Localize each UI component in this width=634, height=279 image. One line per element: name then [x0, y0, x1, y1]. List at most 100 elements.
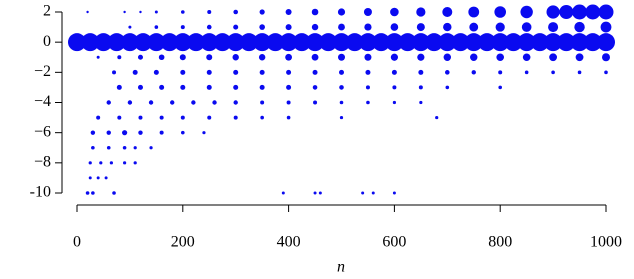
point [604, 70, 608, 75]
x-tick-label: 200 [171, 234, 195, 251]
point [86, 10, 89, 14]
point [212, 100, 217, 105]
point [206, 84, 212, 90]
point [286, 115, 291, 120]
point [285, 24, 292, 31]
point [159, 115, 164, 120]
point [332, 33, 351, 52]
point [443, 22, 452, 32]
point [181, 10, 185, 14]
x-axis-label: n [337, 259, 345, 276]
point [285, 53, 292, 61]
point [366, 100, 370, 105]
point [385, 33, 404, 52]
point [117, 55, 122, 60]
point [202, 131, 206, 135]
point [313, 191, 317, 195]
point [107, 33, 126, 52]
point [364, 53, 372, 61]
point [445, 70, 450, 75]
point [279, 33, 298, 52]
point [173, 33, 192, 52]
point [392, 85, 397, 90]
point [120, 33, 139, 52]
point [598, 4, 614, 20]
point [138, 115, 143, 120]
point [137, 84, 143, 90]
point [286, 69, 292, 75]
point [390, 7, 399, 17]
point [170, 100, 175, 105]
point [524, 70, 529, 75]
point [286, 84, 292, 90]
point [109, 161, 113, 165]
y-tick-label: −6 [34, 123, 51, 140]
point [445, 85, 450, 90]
point [585, 4, 601, 20]
point [139, 10, 142, 14]
point [91, 145, 95, 150]
point [451, 33, 470, 52]
point [498, 85, 503, 90]
point [339, 100, 344, 105]
point [602, 53, 610, 62]
point [339, 115, 344, 120]
point [577, 70, 582, 75]
point [286, 100, 291, 105]
point [260, 115, 264, 120]
point [313, 100, 318, 105]
point [597, 33, 615, 52]
point [106, 130, 111, 135]
point [260, 100, 265, 105]
x-tick-label: 400 [277, 234, 301, 251]
x-tick-label: 800 [488, 234, 512, 251]
point [233, 84, 239, 90]
point [88, 161, 92, 165]
point [213, 33, 232, 52]
point [96, 115, 101, 120]
point [583, 33, 602, 52]
y-tick-label: −4 [34, 93, 51, 110]
point [91, 191, 95, 195]
point [417, 53, 425, 61]
point [153, 69, 159, 75]
point [147, 33, 166, 52]
point [158, 54, 165, 61]
point [226, 33, 245, 52]
point [442, 7, 453, 17]
point [233, 9, 238, 15]
point [530, 33, 549, 52]
point [575, 53, 584, 62]
point [312, 69, 318, 75]
point [365, 69, 371, 75]
point [504, 33, 523, 52]
point [206, 69, 212, 75]
point [339, 69, 344, 75]
point [548, 22, 559, 33]
point [338, 23, 345, 31]
point [363, 8, 372, 16]
point [138, 130, 143, 135]
point [137, 54, 143, 60]
point [438, 33, 457, 52]
point [372, 33, 391, 52]
point [123, 10, 126, 14]
x-tick-label: 600 [382, 234, 406, 251]
point [319, 33, 338, 52]
point [418, 85, 423, 90]
point [371, 191, 375, 195]
point [345, 33, 364, 52]
point [392, 191, 396, 195]
point [259, 84, 265, 90]
point [232, 54, 239, 61]
point [96, 55, 100, 59]
point [358, 33, 377, 52]
point [498, 70, 503, 75]
point [311, 23, 319, 31]
point [112, 191, 116, 195]
point [88, 176, 92, 180]
point [425, 33, 444, 52]
point [570, 33, 589, 52]
point [496, 53, 505, 62]
point [159, 84, 165, 90]
